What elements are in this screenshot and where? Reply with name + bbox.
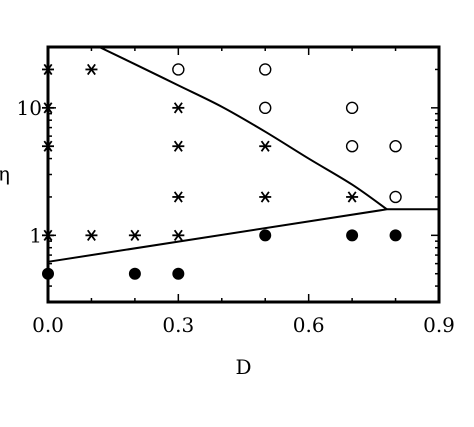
y-axis-title: η — [0, 162, 10, 186]
x-tick-label: 0.0 — [32, 313, 64, 337]
open-circle-point — [259, 63, 272, 76]
asterisk-point — [346, 191, 359, 203]
asterisk-point — [85, 63, 98, 76]
filled-circle-point — [389, 229, 402, 242]
asterisk-stroke — [173, 102, 183, 114]
plot-frame — [46, 45, 441, 304]
axis-ticks — [47, 46, 440, 303]
boundary-lines — [47, 46, 439, 263]
boundary-line-2 — [47, 208, 439, 263]
asterisk-point — [172, 140, 185, 152]
asterisk-stroke — [86, 63, 96, 76]
asterisk-stroke — [130, 229, 140, 241]
open-circle-point — [172, 63, 185, 76]
x-tick-label: 0.3 — [162, 313, 194, 337]
filled-circle-point — [259, 229, 272, 242]
x-tick-label: 0.6 — [293, 313, 325, 337]
filled-circle-point — [172, 267, 185, 280]
y-tick-label: 10 — [17, 96, 42, 120]
filled-circle-point — [346, 229, 359, 242]
asterisk-point — [259, 191, 272, 203]
asterisk-stroke — [86, 229, 96, 241]
asterisk-stroke — [173, 191, 183, 203]
x-tick-label: 0.9 — [423, 313, 455, 337]
asterisk-point — [172, 229, 185, 241]
asterisk-point — [259, 140, 272, 152]
tick-labels: 0.0 0.3 0.6 0.9 1 10 — [17, 96, 455, 337]
asterisk-point — [128, 229, 141, 241]
open-circle-point — [389, 190, 402, 204]
open-circle-point — [345, 140, 359, 153]
asterisk-point — [172, 102, 185, 114]
asterisk-stroke — [347, 191, 357, 203]
y-tick-label: 1 — [29, 223, 42, 247]
asterisk-stroke — [260, 140, 270, 152]
asterisk-stroke — [173, 140, 183, 152]
filled-circle-point — [128, 267, 141, 280]
asterisk-point — [172, 191, 185, 203]
data-points — [42, 63, 402, 280]
open-circle-point — [389, 140, 402, 153]
open-circle-point — [259, 101, 272, 115]
asterisk-stroke — [260, 191, 270, 203]
asterisk-stroke — [173, 229, 183, 241]
open-circle-point — [345, 101, 359, 115]
asterisk-point — [85, 229, 98, 241]
boundary-line-1 — [98, 46, 388, 211]
x-axis-title: D — [235, 355, 251, 379]
